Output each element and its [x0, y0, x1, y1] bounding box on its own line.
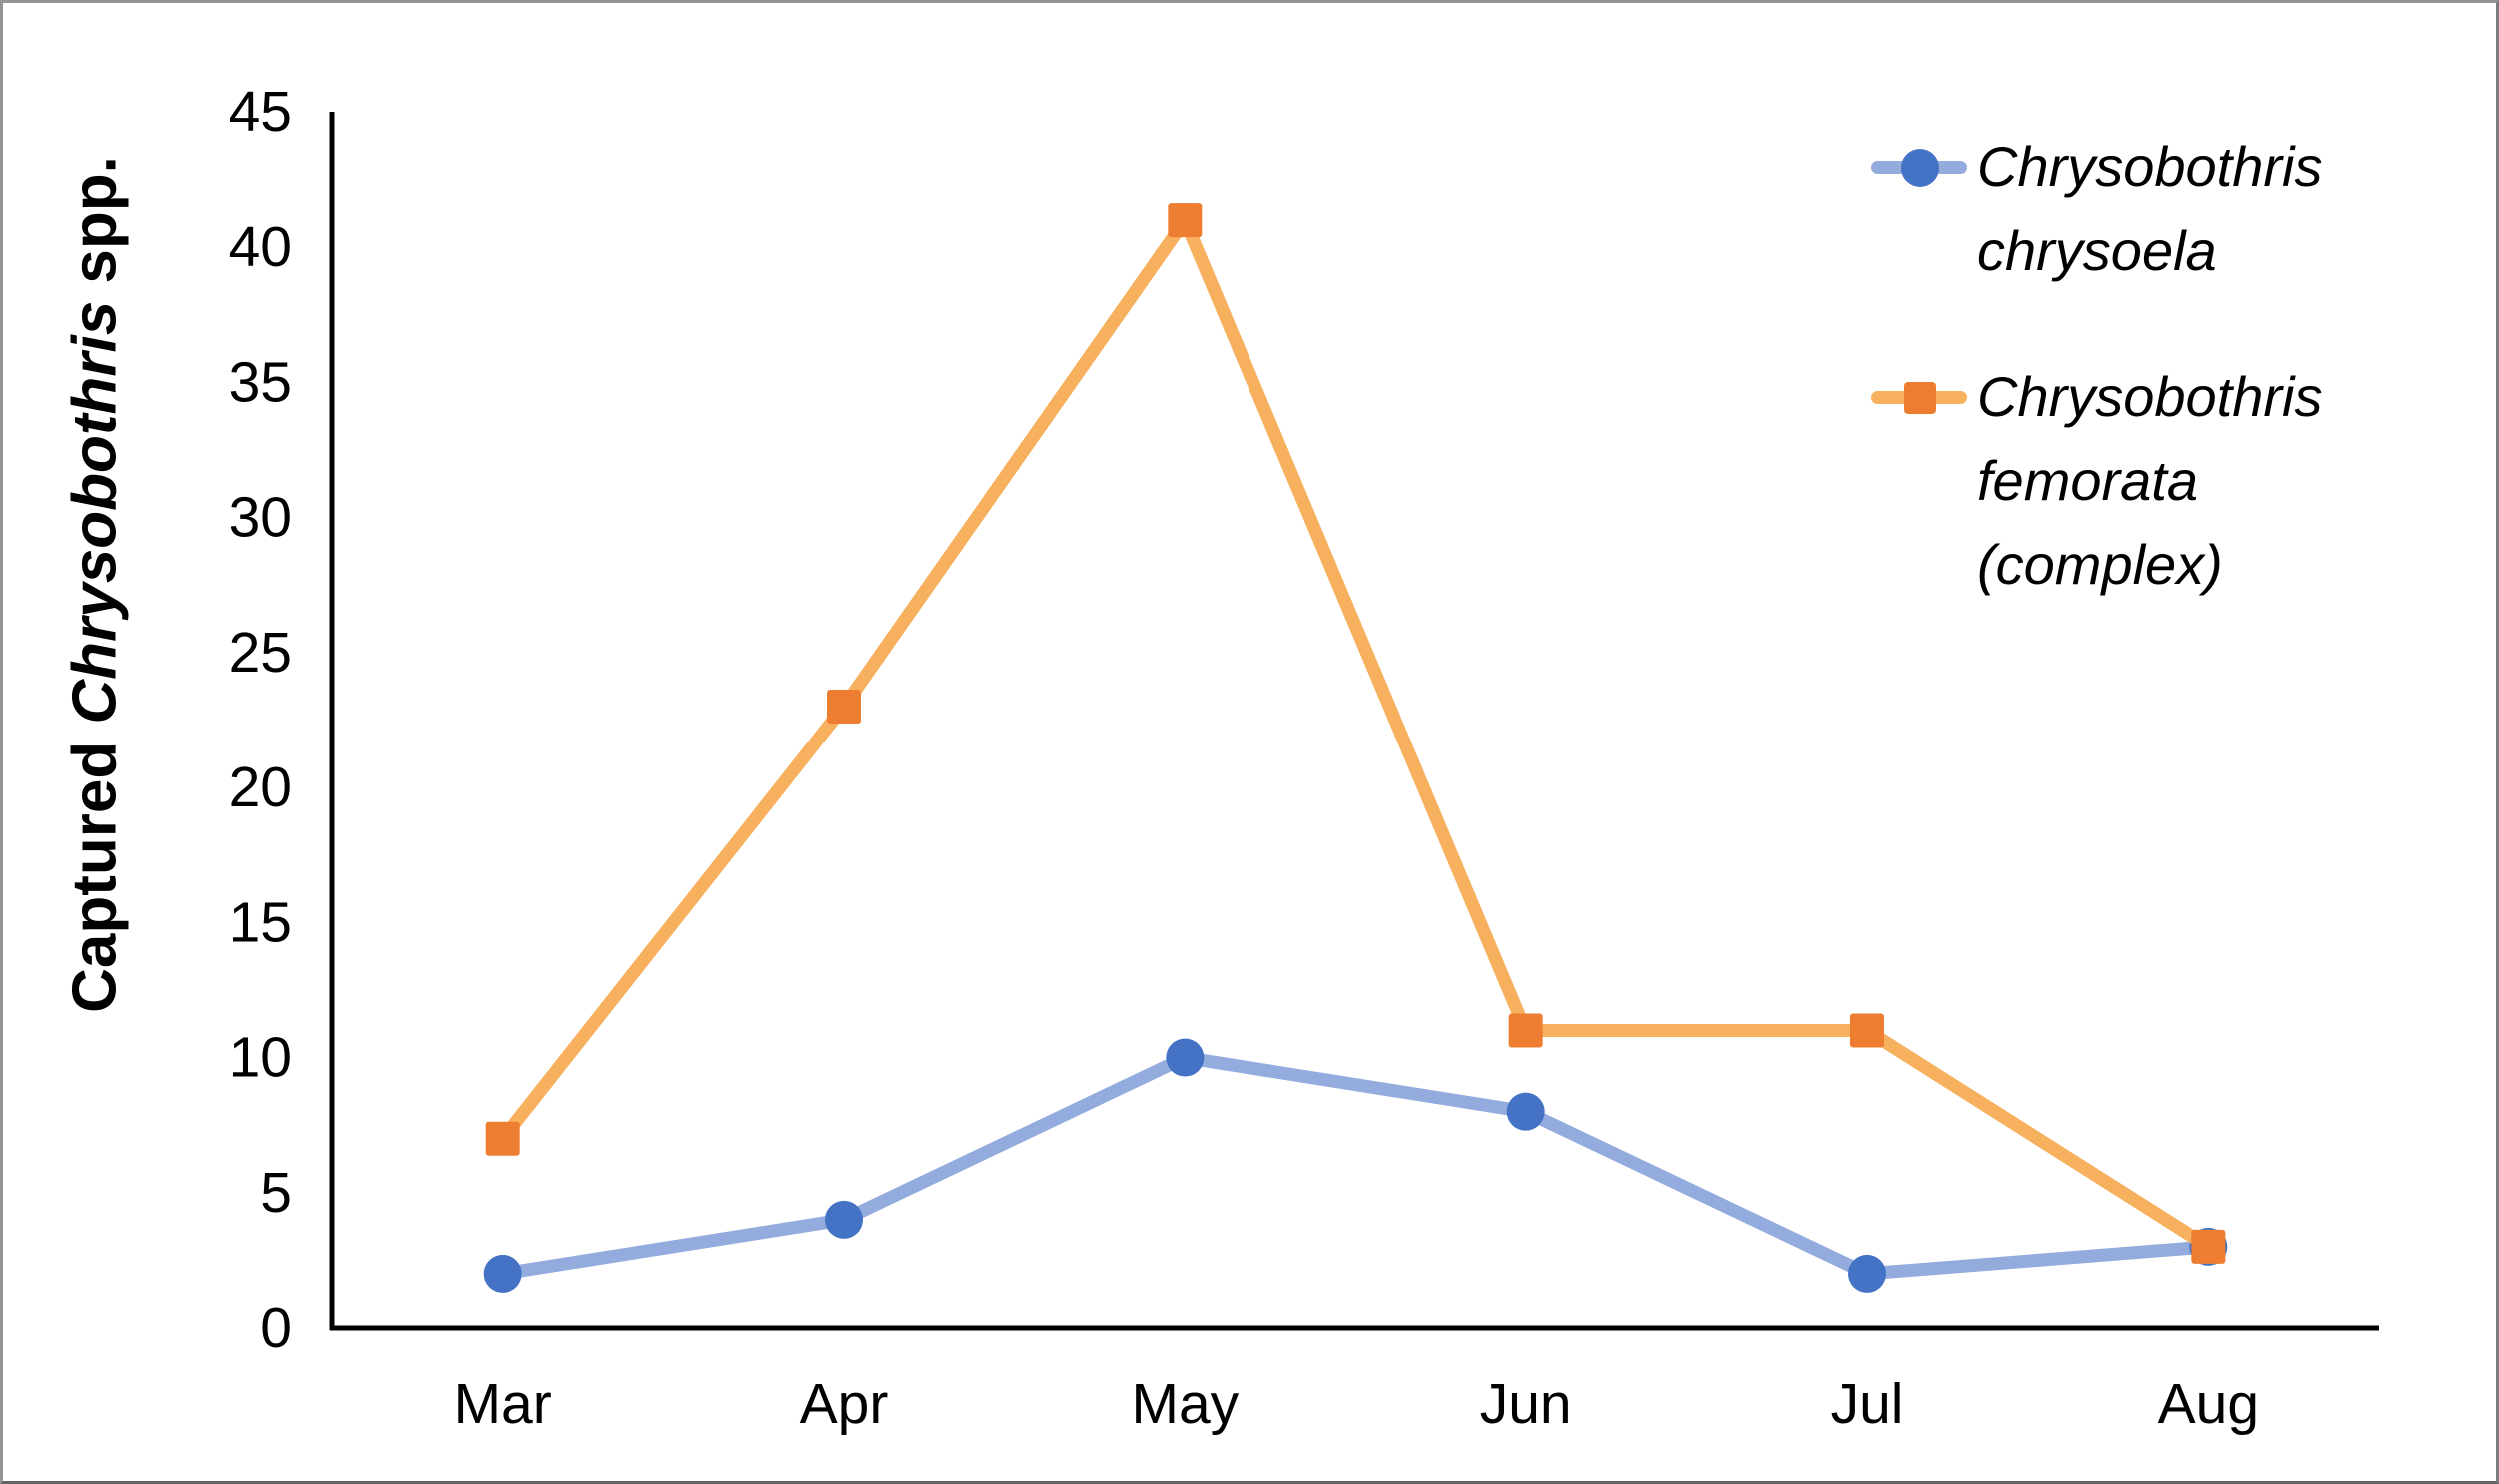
- series-line-1: [496, 206, 2215, 1254]
- y-tick-label: 25: [229, 621, 292, 685]
- x-category-label: Mar: [454, 1372, 552, 1436]
- legend-entry-chrysoela: Chrysobothris chrysoela: [1871, 125, 2322, 293]
- legend-label-chrysoela: Chrysobothris chrysoela: [1977, 125, 2322, 293]
- legend-swatch-chrysoela: [1871, 125, 1971, 209]
- legend-label-line: Chrysobothris: [1977, 365, 2323, 428]
- data-point-marker: [483, 1254, 522, 1293]
- y-axis-title-italic: Chrysobothris: [60, 300, 130, 725]
- circle-marker-icon: [1901, 149, 1939, 187]
- x-category-label: Jun: [1480, 1372, 1572, 1436]
- data-point-marker: [825, 1200, 863, 1239]
- data-point-marker: [485, 1121, 520, 1156]
- series-line-0: [496, 1050, 2215, 1281]
- data-point-marker: [1168, 203, 1203, 238]
- y-tick-label: 5: [260, 1161, 292, 1225]
- y-axis-title: Captured Chrysobothris spp.: [60, 156, 131, 1013]
- square-marker-icon: [1904, 382, 1936, 414]
- y-axis-title-suffix: spp.: [60, 156, 130, 301]
- x-category-label: Aug: [2158, 1372, 2259, 1436]
- legend-label-line: (complex): [1977, 533, 2223, 596]
- data-point-marker: [2191, 1229, 2226, 1264]
- legend-label-femorata: Chrysobothris femorata (complex): [1977, 355, 2322, 607]
- data-point-marker: [1166, 1038, 1205, 1077]
- data-point-marker: [1850, 1013, 1884, 1048]
- y-tick-label: 0: [260, 1296, 292, 1360]
- y-tick-label: 20: [229, 755, 292, 819]
- y-tick-label: 35: [229, 350, 292, 414]
- legend-label-line: Chrysobothris: [1977, 135, 2323, 198]
- legend-entry-femorata: Chrysobothris femorata (complex): [1871, 355, 2322, 607]
- data-point-marker: [1506, 1092, 1545, 1131]
- y-tick-label: 30: [229, 486, 292, 550]
- data-point-marker: [827, 689, 861, 724]
- legend-swatch-femorata: [1871, 355, 1971, 439]
- legend-label-line: chrysoela: [1977, 219, 2217, 282]
- data-point-marker: [1848, 1254, 1886, 1293]
- x-category-label: May: [1131, 1372, 1239, 1436]
- x-category-label: Apr: [800, 1372, 889, 1436]
- data-point-marker: [1508, 1013, 1543, 1048]
- legend-label-line: femorata: [1977, 449, 2198, 512]
- y-tick-label: 10: [229, 1026, 292, 1090]
- y-tick-label: 40: [229, 215, 292, 279]
- y-tick-label: 15: [229, 890, 292, 954]
- y-axis-title-prefix: Captured: [60, 724, 130, 1013]
- x-category-label: Jul: [1831, 1372, 1904, 1436]
- y-tick-label: 45: [229, 80, 292, 144]
